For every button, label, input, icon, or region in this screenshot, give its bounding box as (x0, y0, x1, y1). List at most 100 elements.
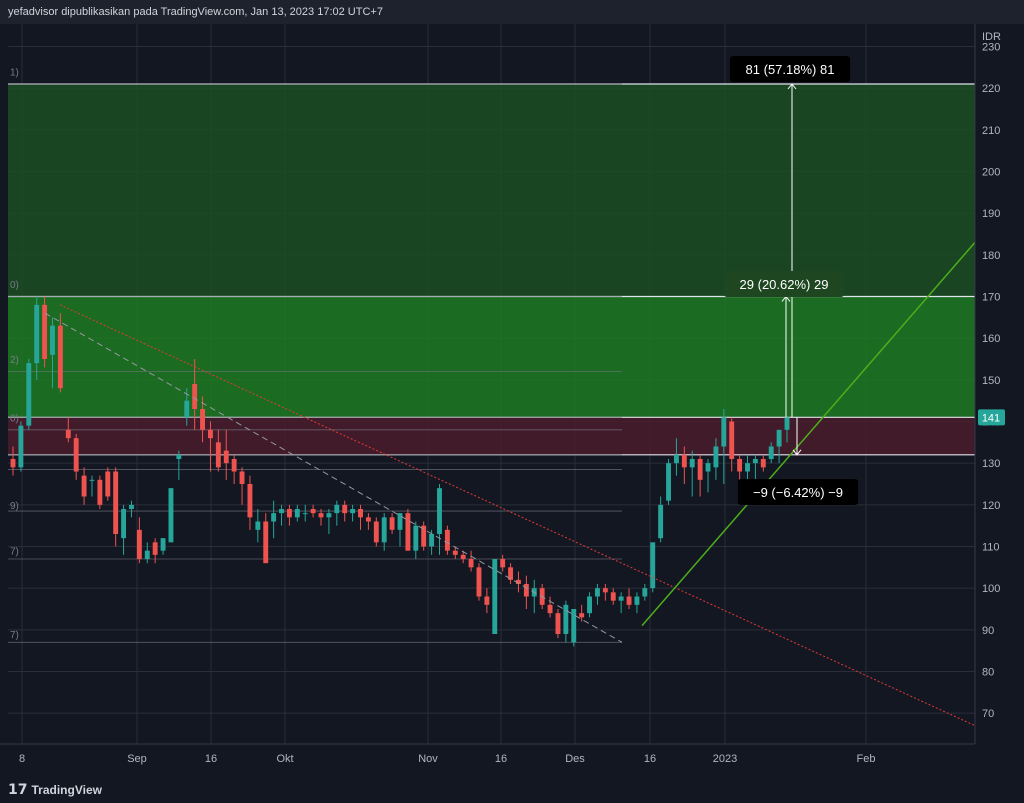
candle-body[interactable] (634, 596, 640, 605)
green-trendline[interactable] (641, 241, 976, 627)
candle-body[interactable] (168, 488, 174, 543)
candle-body[interactable] (768, 446, 774, 460)
candlestick-chart-svg[interactable]: 1) 0) 2) 0) 9) 7) 7) 81 (57.18%) 81 29 (20.62%) … (0, 24, 1024, 780)
candle-body[interactable] (523, 584, 529, 597)
candle-body[interactable] (389, 517, 395, 530)
candle-body[interactable] (81, 475, 87, 497)
candle-body[interactable] (666, 463, 671, 501)
candle-body[interactable] (192, 384, 198, 409)
candle-body[interactable] (271, 513, 277, 522)
candle-body[interactable] (650, 542, 656, 589)
candle-body[interactable] (776, 429, 782, 447)
candle-body[interactable] (626, 596, 632, 605)
candle-body[interactable] (34, 304, 40, 364)
candle-body[interactable] (136, 529, 142, 559)
candle-body[interactable] (729, 421, 735, 460)
candle-body[interactable] (689, 459, 695, 468)
dashed-trendline[interactable] (44, 312, 623, 643)
candle-body[interactable] (294, 509, 300, 518)
candle-body[interactable] (89, 479, 95, 481)
candle-body[interactable] (200, 409, 205, 430)
candle-body[interactable] (595, 588, 600, 597)
candle-body[interactable] (642, 588, 648, 597)
candle-body[interactable] (279, 509, 284, 514)
candle-body[interactable] (681, 454, 687, 468)
candle-body[interactable] (784, 417, 790, 430)
candle-body[interactable] (673, 454, 679, 464)
candle-body[interactable] (302, 513, 308, 515)
candle-body[interactable] (405, 513, 411, 551)
candle-body[interactable] (721, 417, 727, 447)
candle-body[interactable] (760, 459, 766, 468)
candle-body[interactable] (468, 559, 474, 568)
candle-body[interactable] (413, 525, 419, 551)
candle-body[interactable] (286, 509, 292, 518)
candle-body[interactable] (587, 596, 592, 614)
candle-body[interactable] (342, 504, 348, 514)
candle-body[interactable] (105, 471, 111, 497)
candle-body[interactable] (326, 513, 332, 518)
candle-body[interactable] (65, 429, 71, 439)
candle-body[interactable] (484, 596, 490, 605)
candle-body[interactable] (42, 304, 48, 359)
candle-body[interactable] (113, 471, 119, 535)
candle-body[interactable] (555, 613, 561, 634)
candle-body[interactable] (10, 459, 16, 468)
candle-body[interactable] (26, 363, 32, 426)
candle-body[interactable] (176, 454, 182, 459)
candle-body[interactable] (705, 463, 711, 472)
candle-body[interactable] (358, 509, 363, 518)
candle-body[interactable] (547, 604, 553, 614)
candle-body[interactable] (152, 542, 158, 555)
candle-body[interactable] (208, 429, 213, 439)
candle-body[interactable] (247, 484, 253, 518)
candle-body[interactable] (129, 504, 134, 509)
candle-body[interactable] (73, 438, 79, 472)
candle-body[interactable] (184, 400, 190, 418)
candle-body[interactable] (460, 554, 466, 559)
candle-body[interactable] (255, 521, 261, 530)
candle-body[interactable] (752, 459, 758, 464)
candle-body[interactable] (365, 517, 371, 522)
candle-body[interactable] (571, 609, 577, 643)
candle-body[interactable] (452, 550, 458, 555)
candle-body[interactable] (215, 442, 221, 468)
candle-body[interactable] (492, 559, 498, 634)
candle-body[interactable] (421, 525, 427, 547)
candle-body[interactable] (318, 513, 324, 518)
candle-body[interactable] (437, 488, 442, 534)
candle-body[interactable] (350, 509, 356, 514)
candle-body[interactable] (263, 521, 269, 564)
candle-body[interactable] (231, 459, 237, 472)
candle-body[interactable] (223, 450, 229, 464)
candle-body[interactable] (737, 459, 743, 472)
candle-body[interactable] (381, 517, 387, 543)
candle-body[interactable] (500, 559, 506, 568)
candle-body[interactable] (144, 550, 150, 559)
candle-body[interactable] (397, 513, 403, 530)
candle-body[interactable] (618, 596, 624, 601)
candle-body[interactable] (610, 592, 616, 601)
tradingview-logo[interactable]: 17 TradingView (8, 782, 102, 798)
candle-body[interactable] (516, 579, 521, 584)
candle-body[interactable] (310, 509, 316, 514)
candle-body[interactable] (476, 567, 482, 597)
candle-body[interactable] (334, 504, 340, 514)
candle-body[interactable] (563, 604, 569, 634)
candle-body[interactable] (602, 588, 608, 593)
candle-body[interactable] (97, 479, 103, 505)
candle-body[interactable] (57, 325, 63, 389)
candle-body[interactable] (579, 613, 585, 618)
price-chart[interactable]: 1) 0) 2) 0) 9) 7) 7) 81 (57.18%) 81 29 (20.62%) … (0, 24, 1024, 780)
candle-body[interactable] (373, 521, 379, 543)
candle-body[interactable] (658, 504, 664, 539)
candle-body[interactable] (508, 567, 514, 580)
candle-body[interactable] (444, 529, 450, 551)
candle-body[interactable] (429, 534, 435, 547)
candle-body[interactable] (121, 509, 127, 539)
candle-body[interactable] (713, 446, 719, 468)
candle-body[interactable] (745, 463, 750, 472)
candle-body[interactable] (18, 425, 24, 468)
candle-body[interactable] (50, 325, 55, 355)
candle-body[interactable] (697, 459, 703, 480)
